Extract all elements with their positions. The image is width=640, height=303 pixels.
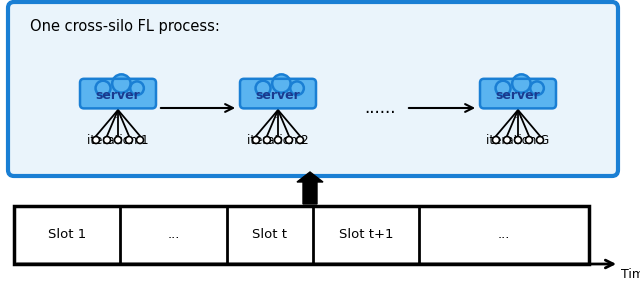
Text: ......: ...... [364,99,396,117]
Circle shape [255,81,271,96]
Circle shape [291,82,304,95]
FancyBboxPatch shape [80,79,156,108]
Circle shape [530,82,544,95]
FancyBboxPatch shape [8,2,618,176]
Circle shape [253,136,259,144]
Text: iteration 1: iteration 1 [87,134,149,146]
Circle shape [504,136,511,144]
Circle shape [115,136,122,144]
Circle shape [285,136,292,144]
Circle shape [93,136,99,144]
Text: Slot t+1: Slot t+1 [339,228,394,241]
FancyArrow shape [297,172,323,204]
Text: iteration G: iteration G [486,134,550,146]
Circle shape [296,136,303,144]
FancyBboxPatch shape [240,79,316,108]
Circle shape [125,136,132,144]
Circle shape [515,136,522,144]
Circle shape [272,74,291,93]
Text: server: server [495,89,540,102]
Text: ...: ... [514,112,522,121]
Circle shape [493,136,499,144]
Circle shape [275,136,282,144]
Text: ...: ... [168,228,180,241]
Circle shape [95,81,111,96]
Text: iteration 2: iteration 2 [247,134,309,146]
Circle shape [495,81,511,96]
Circle shape [536,136,543,144]
Circle shape [104,136,111,144]
Text: ...: ... [114,112,122,121]
Circle shape [131,82,144,95]
Circle shape [525,136,532,144]
Circle shape [264,136,271,144]
Text: server: server [95,89,140,102]
FancyBboxPatch shape [480,79,556,108]
Text: ...: ... [274,112,282,121]
Bar [14,206,589,264]
Circle shape [136,136,143,144]
Text: Time: Time [621,268,640,281]
Text: Slot 1: Slot 1 [48,228,86,241]
Text: ...: ... [498,228,510,241]
Circle shape [112,74,131,93]
Text: Slot t: Slot t [252,228,287,241]
Text: server: server [255,89,300,102]
Text: One cross-silo FL process:: One cross-silo FL process: [30,18,220,34]
Circle shape [512,74,531,93]
